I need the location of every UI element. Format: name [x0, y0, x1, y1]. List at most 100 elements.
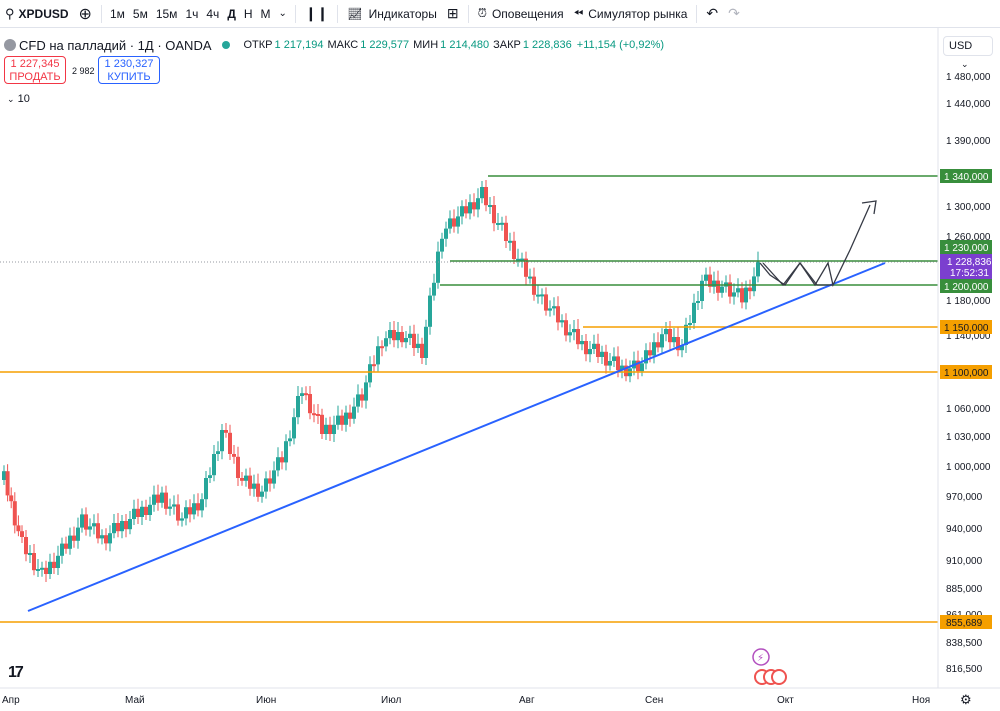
timeframe-month[interactable]: М — [260, 6, 271, 21]
legend-title[interactable]: CFD на палладий · 1Д · OANDA — [19, 37, 212, 53]
candle-body — [640, 363, 644, 372]
candle-body — [256, 483, 260, 497]
candle-body — [52, 561, 56, 568]
candle-body — [272, 470, 276, 484]
candle-body — [732, 292, 736, 297]
candle-body — [536, 294, 540, 297]
candle-body — [484, 187, 488, 206]
candle-body — [36, 569, 40, 571]
replay-button[interactable]: ⏪︎ Симулятор рынка — [569, 0, 693, 28]
candle-body — [140, 506, 144, 517]
candle-body — [692, 302, 696, 323]
candle-body — [336, 415, 340, 425]
chart-legend: CFD на палладий · 1Д · OANDA ОТКР 1 217,1… — [4, 36, 664, 54]
candle-body — [208, 475, 212, 478]
buy-price: 1 230,327 — [104, 58, 154, 70]
compare-button[interactable]: ⊕ — [74, 0, 97, 28]
currency-value: USD — [949, 40, 973, 52]
candle-body — [24, 537, 28, 555]
timeframe-week[interactable]: Н — [243, 6, 253, 21]
currency-select[interactable]: USD ⌄ — [943, 36, 993, 69]
candle-body — [448, 218, 452, 229]
candle-body — [652, 342, 656, 356]
candle-body — [32, 553, 36, 571]
tradingview-logo[interactable]: 17 — [8, 664, 24, 681]
buy-button[interactable]: 1 230,327 КУПИТЬ — [98, 56, 160, 84]
timeframe-4h[interactable]: 4ч — [206, 6, 220, 21]
high-value: 1 229,577 — [360, 39, 410, 51]
indicators-label: Индикаторы — [368, 6, 437, 21]
low-label: МИН — [413, 39, 439, 51]
svg-text:⚡︎: ⚡︎ — [757, 653, 764, 664]
candle-body — [704, 274, 708, 281]
candle-body — [372, 364, 376, 367]
gear-icon[interactable]: ⚙︎ — [960, 692, 972, 707]
candle-body — [540, 294, 544, 297]
candle-body — [436, 251, 440, 283]
price-tick: 1 140,000 — [946, 331, 991, 342]
candle-body — [268, 478, 272, 484]
candle-body — [320, 414, 324, 434]
candle-body — [588, 349, 592, 355]
market-open-icon — [221, 41, 230, 49]
timeframe-15m[interactable]: 15м — [155, 6, 178, 21]
indicators-toggle[interactable]: ⌄ 10 — [4, 91, 33, 107]
low-value: 1 214,480 — [440, 39, 490, 51]
candle-body — [576, 329, 580, 345]
candle-body — [232, 454, 236, 457]
candle-body — [424, 326, 428, 358]
price-tick: 885,000 — [946, 584, 983, 595]
separator — [467, 4, 469, 23]
timeframe-1m[interactable]: 1м — [109, 6, 125, 21]
candle-body — [136, 508, 140, 517]
indicators-button[interactable]: 📈︎ Индикаторы — [342, 0, 441, 28]
timeframe-day[interactable]: Д — [227, 6, 236, 21]
candle-body — [56, 555, 60, 568]
candle-body — [452, 218, 456, 227]
trend-line — [27, 262, 886, 612]
chart-type-button[interactable]: ❙❙ — [300, 0, 333, 28]
candle-body — [520, 258, 524, 261]
candle-body — [2, 471, 6, 480]
search-icon: ⚲ — [5, 5, 15, 21]
timeframe-1h[interactable]: 1ч — [185, 6, 199, 21]
symbol-search[interactable]: ⚲ XPDUSD — [0, 0, 74, 28]
candle-body — [92, 523, 96, 527]
price-tick: 970,000 — [946, 492, 983, 503]
candle-body — [332, 424, 336, 434]
candle-body — [408, 333, 412, 338]
candle-body — [504, 222, 508, 241]
candle-body — [400, 332, 404, 343]
candle-body — [380, 346, 384, 349]
indicators-count: 10 — [17, 93, 30, 105]
time-tick: Апр — [2, 695, 20, 706]
candle-body — [96, 523, 100, 539]
undo-button[interactable]: ↶ — [701, 0, 723, 28]
level-tag-bg — [940, 279, 992, 293]
sell-button[interactable]: 1 227,345 ПРОДАТЬ — [4, 56, 66, 84]
alerts-button[interactable]: ⏰︎ Оповещения — [473, 0, 569, 28]
candle-body — [568, 332, 572, 336]
candle-body — [156, 494, 160, 503]
level-tag-bg — [940, 240, 992, 254]
templates-button[interactable]: ⊞ — [442, 0, 464, 28]
candle-body — [556, 306, 560, 323]
candle-body — [112, 523, 116, 534]
price-tick: 1 060,000 — [946, 404, 991, 415]
candle-body — [20, 531, 24, 537]
redo-button[interactable]: ↷ — [723, 0, 745, 28]
chevron-down-icon[interactable]: ⌄ — [278, 8, 287, 19]
candle-body — [356, 394, 360, 407]
time-tick: Июл — [381, 695, 401, 706]
time-tick: Май — [125, 695, 145, 706]
candle-body — [684, 324, 688, 345]
level-tag: 1 340,000 — [944, 172, 989, 183]
price-tick: 816,500 — [946, 664, 983, 675]
candle-body — [544, 294, 548, 311]
candle-body — [712, 280, 716, 287]
candle-body — [656, 342, 660, 348]
candles-icon: ❙❙ — [304, 5, 329, 21]
timeframe-5m[interactable]: 5м — [132, 6, 148, 21]
candle-body — [608, 361, 612, 366]
